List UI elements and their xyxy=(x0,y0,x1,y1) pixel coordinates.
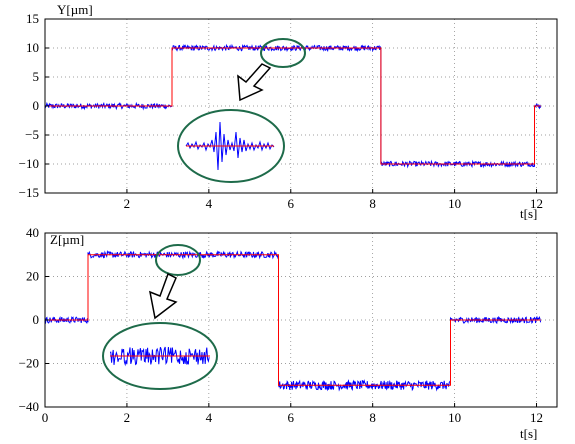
x-tick-label: 10 xyxy=(448,410,461,425)
y-tick-label: −20 xyxy=(19,356,39,371)
chart-z-position: 0 2 4 6 8 10 12 −40 −20 0 20 40 Z[µm] t[s] xyxy=(19,225,558,441)
x-tick-label: 2 xyxy=(124,410,131,425)
zoom-source-ellipse xyxy=(260,38,306,68)
y-tick-label: −10 xyxy=(19,156,39,171)
y-tick-label: 20 xyxy=(26,269,39,284)
y-tick-label: 40 xyxy=(26,225,39,240)
x-tick-label: 4 xyxy=(206,196,213,211)
y-axis-label: Y[µm] xyxy=(57,2,93,17)
y-tick-label: 10 xyxy=(26,40,39,55)
zoom-callout xyxy=(102,244,218,390)
x-tick-label: 0 xyxy=(42,410,49,425)
x-tick-label: 10 xyxy=(448,196,461,211)
x-tick-label: 6 xyxy=(288,410,295,425)
zoom-callout xyxy=(177,38,306,183)
y-tick-label: −5 xyxy=(25,127,39,142)
x-axis-label: t[s] xyxy=(520,206,537,221)
y-tick-label: −15 xyxy=(19,185,39,200)
series-layer xyxy=(45,249,542,392)
y-tick-label: −40 xyxy=(19,399,39,414)
zoom-inset-noise-path xyxy=(109,346,210,367)
chart-y-position: 2 4 6 8 10 12 −15 −10 −5 0 5 10 15 Y[µm] t[s] xyxy=(19,2,558,221)
y-tick-label: 0 xyxy=(33,312,40,327)
series-reference-line xyxy=(45,47,541,165)
zoom-arrow-icon xyxy=(149,272,178,320)
tick-labels: 2 4 6 8 10 12 −15 −10 −5 0 5 10 15 xyxy=(19,11,543,211)
series-layer xyxy=(45,43,542,169)
x-tick-label: 8 xyxy=(369,410,376,425)
x-axis-label: t[s] xyxy=(520,426,537,441)
y-tick-label: 5 xyxy=(33,69,40,84)
series-reference-line xyxy=(45,254,541,386)
zoom-inset-signal xyxy=(109,346,210,367)
x-tick-label: 12 xyxy=(530,410,543,425)
x-tick-label: 8 xyxy=(369,196,376,211)
y-tick-label: 0 xyxy=(33,98,40,113)
x-tick-label: 12 xyxy=(530,196,543,211)
x-tick-label: 2 xyxy=(124,196,131,211)
tick-labels: 0 2 4 6 8 10 12 −40 −20 0 20 40 xyxy=(19,225,543,425)
x-tick-label: 6 xyxy=(288,196,295,211)
zoom-source-ellipse xyxy=(155,244,201,276)
y-tick-label: 15 xyxy=(26,11,39,26)
x-tick-label: 4 xyxy=(206,410,213,425)
y-axis-label: Z[µm] xyxy=(50,232,84,247)
zoom-arrow-icon xyxy=(237,63,272,102)
